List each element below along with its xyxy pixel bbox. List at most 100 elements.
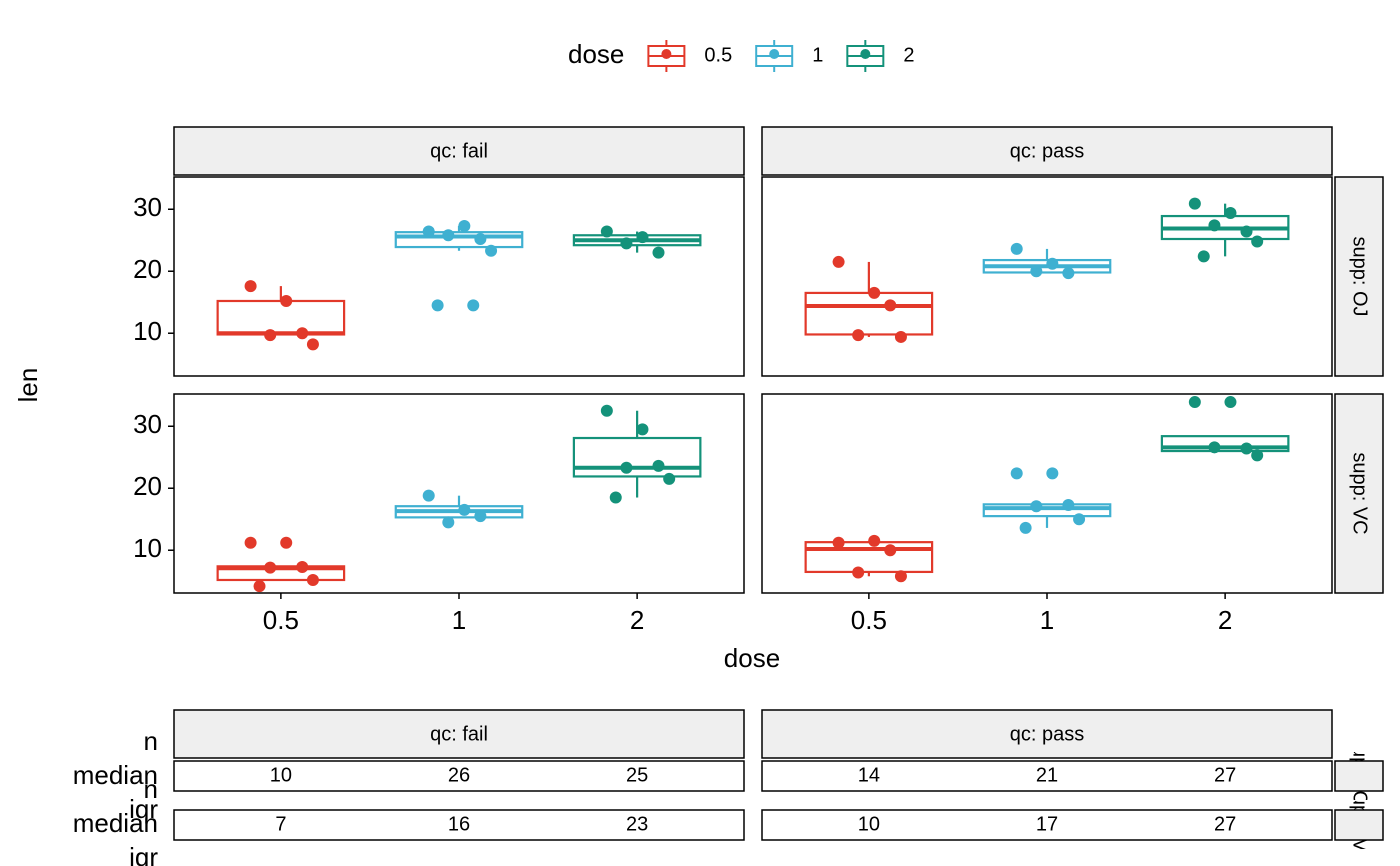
x-tick-label: 2 xyxy=(1218,605,1232,635)
point xyxy=(1224,396,1237,409)
point xyxy=(636,231,649,244)
legend-key-dot xyxy=(769,49,780,59)
table-strip xyxy=(761,709,1333,759)
strip-label: supp: OJ xyxy=(1349,236,1371,316)
point xyxy=(1208,441,1221,454)
point xyxy=(1046,467,1059,480)
table-value: 14 xyxy=(858,764,880,786)
point xyxy=(609,491,622,504)
table-value: 16 xyxy=(448,813,470,835)
x-tick-label: 2 xyxy=(630,605,644,635)
table-value: 27 xyxy=(1214,764,1236,786)
table-value: 7 xyxy=(275,813,286,835)
point xyxy=(868,286,881,299)
point xyxy=(620,461,633,474)
point xyxy=(1188,396,1201,409)
point xyxy=(652,246,665,259)
point xyxy=(1062,498,1075,511)
point xyxy=(663,472,676,485)
point xyxy=(442,229,455,242)
strip xyxy=(761,126,1333,176)
x-axis-title: dose xyxy=(724,643,780,673)
box xyxy=(1160,435,1290,453)
point xyxy=(1197,250,1210,263)
legend-key-dot xyxy=(661,49,672,59)
legend-title: dose xyxy=(568,39,624,69)
table-row-label: n xyxy=(144,774,158,804)
table-cell xyxy=(761,760,1333,792)
x-tick-label: 0.5 xyxy=(263,605,299,635)
point xyxy=(1208,219,1221,232)
point xyxy=(264,561,277,574)
x-tick-label: 1 xyxy=(1040,605,1054,635)
point xyxy=(458,219,471,232)
table-value: 27 xyxy=(1214,813,1236,835)
legend-key xyxy=(846,40,885,72)
point xyxy=(1224,206,1237,219)
point xyxy=(280,294,293,307)
point xyxy=(1010,242,1023,255)
point xyxy=(1062,267,1075,280)
point xyxy=(244,536,257,549)
point xyxy=(280,536,293,549)
strip xyxy=(1334,393,1384,594)
point xyxy=(894,570,907,583)
legend-label: 0.5 xyxy=(704,44,732,66)
panel-border xyxy=(761,393,1333,594)
box xyxy=(804,541,934,574)
point xyxy=(620,237,633,250)
table-strip-label: qc: pass xyxy=(1010,723,1084,745)
table-row-strip xyxy=(1334,809,1384,841)
strip-label: qc: fail xyxy=(430,140,488,162)
point xyxy=(884,299,897,312)
table-value: 10 xyxy=(270,764,292,786)
point xyxy=(852,329,865,342)
table-row-label: iqr xyxy=(129,842,158,866)
point xyxy=(832,536,845,549)
point xyxy=(1010,467,1023,480)
point xyxy=(244,280,257,293)
point xyxy=(884,544,897,557)
point xyxy=(306,573,319,586)
y-tick-label: 10 xyxy=(133,533,162,563)
panel-border xyxy=(173,176,745,377)
y-tick-label: 20 xyxy=(133,471,162,501)
table-value: 10 xyxy=(858,813,880,835)
y-tick-label: 20 xyxy=(133,254,162,284)
point xyxy=(296,327,309,340)
box xyxy=(216,299,346,336)
panel-border xyxy=(761,176,1333,377)
table-strip-label: qc: fail xyxy=(430,723,488,745)
table-value: 17 xyxy=(1036,813,1058,835)
table-value: 26 xyxy=(448,764,470,786)
table-row-label: iqr xyxy=(129,794,158,824)
y-tick-label: 30 xyxy=(133,409,162,439)
x-tick-label: 0.5 xyxy=(851,605,887,635)
point xyxy=(1251,235,1264,248)
y-tick-label: 10 xyxy=(133,316,162,346)
point xyxy=(474,232,487,245)
point xyxy=(253,580,266,593)
table-cell xyxy=(173,760,745,792)
legend-key-dot xyxy=(860,49,871,59)
y-tick-label: 30 xyxy=(133,192,162,222)
table-value: 23 xyxy=(626,813,648,835)
point xyxy=(894,330,907,343)
point xyxy=(652,459,665,472)
point xyxy=(1073,513,1086,526)
y-axis-title: len xyxy=(13,368,43,403)
point xyxy=(485,244,498,257)
table-value: 25 xyxy=(626,764,648,786)
legend-label: 2 xyxy=(903,44,914,66)
point xyxy=(600,225,613,238)
point xyxy=(1240,225,1253,238)
point xyxy=(264,329,277,342)
table-row-label: median xyxy=(73,760,158,790)
box xyxy=(394,231,524,249)
point xyxy=(1030,265,1043,278)
panel-border xyxy=(173,393,745,594)
table-row-label: median xyxy=(73,808,158,838)
point xyxy=(1251,449,1264,462)
